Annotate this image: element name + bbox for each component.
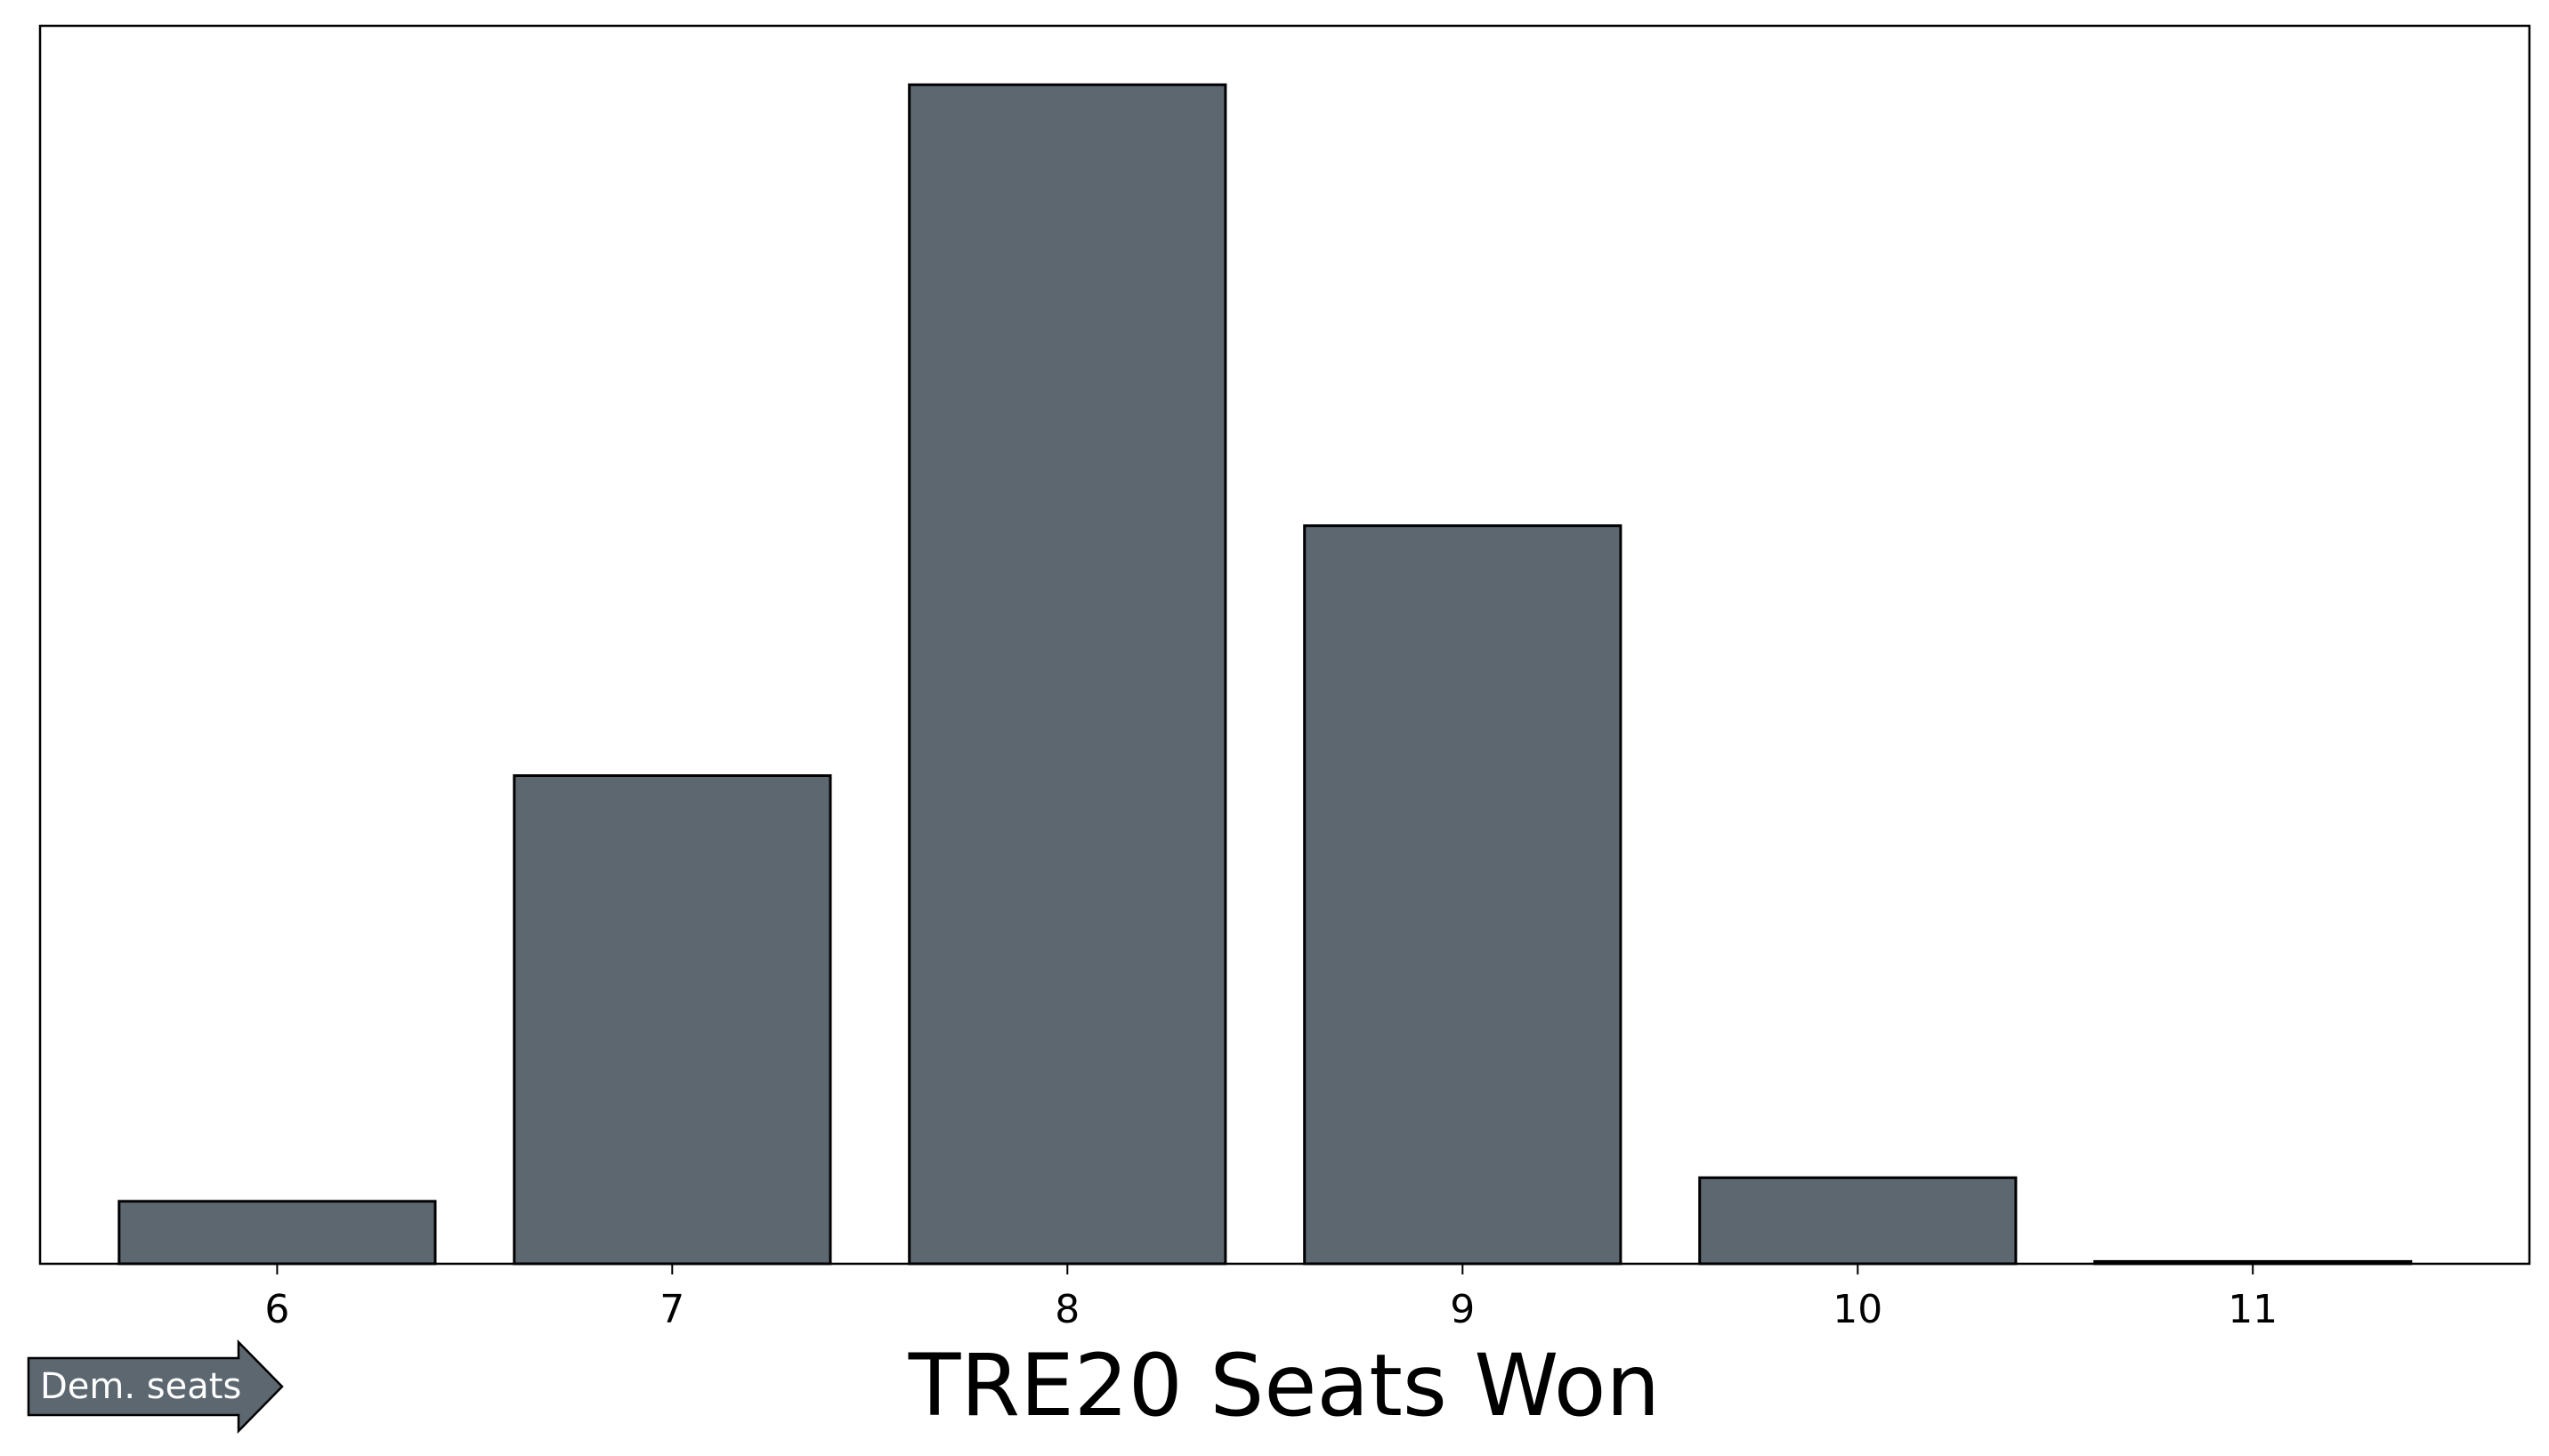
bar-11 bbox=[2093, 1259, 2413, 1266]
bars-group bbox=[117, 83, 2413, 1266]
x-tick-label-8: 8 bbox=[1055, 1287, 1080, 1332]
bar-7 bbox=[513, 774, 832, 1266]
dem-seats-annotation: Dem. seats bbox=[27, 1339, 284, 1435]
x-axis-label: TRE20 Seats Won bbox=[908, 1336, 1661, 1436]
right-arrow-icon bbox=[27, 1339, 284, 1435]
bar-9 bbox=[1303, 524, 1622, 1266]
x-ticks-group: 6 7 8 9 10 11 bbox=[264, 1264, 2278, 1332]
x-tick-label-7: 7 bbox=[660, 1287, 684, 1332]
x-tick-label-9: 9 bbox=[1450, 1287, 1475, 1332]
x-tick-label-10: 10 bbox=[1833, 1287, 1882, 1332]
annotation-label: Dem. seats bbox=[40, 1366, 241, 1407]
bar-10 bbox=[1698, 1176, 2018, 1266]
x-tick-label-6: 6 bbox=[264, 1287, 289, 1332]
plot-frame bbox=[38, 24, 2531, 1266]
bar-8 bbox=[908, 83, 1227, 1266]
bar-6 bbox=[117, 1200, 437, 1266]
x-tick-label-11: 11 bbox=[2228, 1287, 2278, 1332]
